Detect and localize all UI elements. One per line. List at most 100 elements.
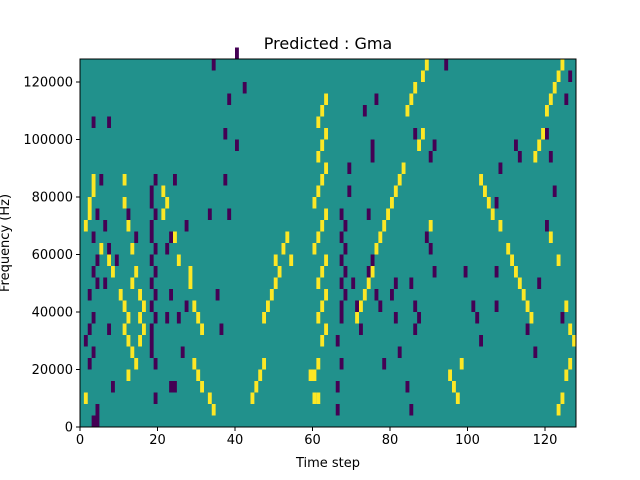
heatmap-cell-high (211, 404, 216, 416)
heatmap-cell-low (393, 312, 398, 324)
heatmap-cell-high (386, 208, 391, 220)
heatmap-cell-high (409, 93, 414, 105)
heatmap-cell-low (111, 381, 115, 393)
heatmap-cell-high (316, 231, 321, 243)
heatmap-cell-high (176, 254, 181, 266)
heatmap-cell-low (339, 312, 344, 324)
y-tick-label: 40000 (32, 306, 73, 321)
heatmap-cell-low (351, 277, 356, 289)
heatmap-cell-low (428, 151, 433, 163)
heatmap-cell-low (568, 70, 573, 82)
heatmap-cell-low (169, 289, 174, 301)
heatmap-cell-high (320, 220, 325, 232)
heatmap-cell-high (479, 174, 484, 186)
heatmap-cell-high (374, 243, 379, 255)
x-tick-label: 0 (76, 433, 84, 448)
heatmap-cell-low (91, 415, 96, 427)
heatmap-cell-high (285, 231, 290, 243)
heatmap-cell-high (126, 369, 131, 381)
heatmap-cell-high (254, 381, 259, 393)
heatmap-cell-low (343, 243, 348, 255)
heatmap-cell-low (207, 208, 212, 220)
heatmap-cell-low (378, 300, 383, 312)
x-tick-label: 60 (304, 433, 321, 448)
heatmap-cell-low (362, 105, 367, 117)
heatmap-cell-high (126, 335, 131, 347)
heatmap-cell-high (320, 174, 325, 186)
heatmap-cell-high (413, 82, 418, 94)
heatmap-cell-high (552, 82, 557, 94)
heatmap-cell-high (316, 116, 321, 128)
heatmap-cell-low (184, 300, 189, 312)
heatmap-cell-low (242, 82, 247, 94)
heatmap-cell-low (184, 220, 189, 232)
heatmap-cell-high (122, 197, 127, 209)
heatmap-cell-high (324, 254, 329, 266)
heatmap-cell-low (382, 358, 387, 370)
heatmap-cell-high (316, 392, 321, 404)
heatmap-cell-high (316, 185, 321, 197)
y-tick-label: 20000 (32, 363, 73, 378)
heatmap-cell-high (316, 358, 321, 370)
heatmap-cell-low (370, 151, 375, 163)
heatmap-cell-low (413, 300, 418, 312)
heatmap-cell-high (161, 185, 166, 197)
heatmap-cell-high (173, 231, 177, 243)
heatmap-cell-low (370, 254, 375, 266)
heatmap-cell-high (370, 266, 375, 278)
heatmap-cell-high (196, 312, 201, 324)
heatmap-cell-low (413, 323, 418, 335)
heatmap-cell-high (258, 369, 263, 381)
heatmap-cell-low (424, 231, 429, 243)
heatmap-cell-high (138, 335, 143, 347)
heatmap-cell-high (130, 346, 135, 358)
heatmap-cell-high (556, 254, 561, 266)
heatmap-cell-low (211, 59, 216, 71)
heatmap-cell-high (165, 197, 170, 209)
heatmap-cell-high (556, 404, 561, 416)
heatmap-cell-low (413, 128, 418, 140)
heatmap-plot-area (79, 47, 577, 428)
heatmap-cell-high (91, 185, 96, 197)
heatmap-cell-low (498, 162, 503, 174)
heatmap-cell-low (153, 266, 158, 278)
x-axis: 0 20 40 60 80 100 120 (76, 427, 557, 448)
heatmap-cell-high (266, 300, 270, 312)
plot-frame (79, 58, 577, 428)
heatmap-cell-low (153, 312, 158, 324)
heatmap-cell-low (87, 289, 92, 301)
heatmap-cell-low (471, 300, 476, 312)
heatmap-cell-high (118, 289, 123, 301)
heatmap-cell-high (382, 220, 387, 232)
heatmap-cell-low (397, 346, 402, 358)
heatmap-cell-low (343, 220, 348, 232)
heatmap-cell-low (149, 185, 154, 197)
heatmap-cell-low (525, 323, 530, 335)
heatmap-cell-low (149, 346, 154, 358)
heatmap-cell-high (448, 369, 453, 381)
heatmap-cell-high (517, 277, 522, 289)
heatmap-cell-low (103, 277, 108, 289)
heatmap-cell-low (219, 323, 224, 335)
heatmap-cell-low (91, 266, 96, 278)
heatmap-cell-low (173, 174, 177, 186)
heatmap-cell-high (568, 358, 573, 370)
heatmap-cell-low (494, 197, 499, 209)
heatmap-cell-low (552, 185, 557, 197)
y-tick-label: 60000 (32, 248, 73, 263)
heatmap-cell-low (339, 358, 344, 370)
heatmap-cell-high (312, 243, 317, 255)
heatmap-cell-low (149, 323, 154, 335)
y-axis-label: Frequency (Hz) (0, 194, 13, 292)
heatmap-cell-high (548, 231, 553, 243)
heatmap-cell-low (335, 335, 340, 347)
heatmap-cell-low (87, 358, 92, 370)
heatmap-cell-low (95, 208, 100, 220)
heatmap-cell-high (324, 93, 329, 105)
heatmap-cell-low (223, 174, 228, 186)
heatmap-cell-low (153, 358, 158, 370)
y-tick-label: 120000 (23, 76, 73, 91)
heatmap-cell-low (215, 289, 220, 301)
heatmap-cell-high (537, 139, 542, 151)
heatmap-cell-high (459, 358, 464, 370)
